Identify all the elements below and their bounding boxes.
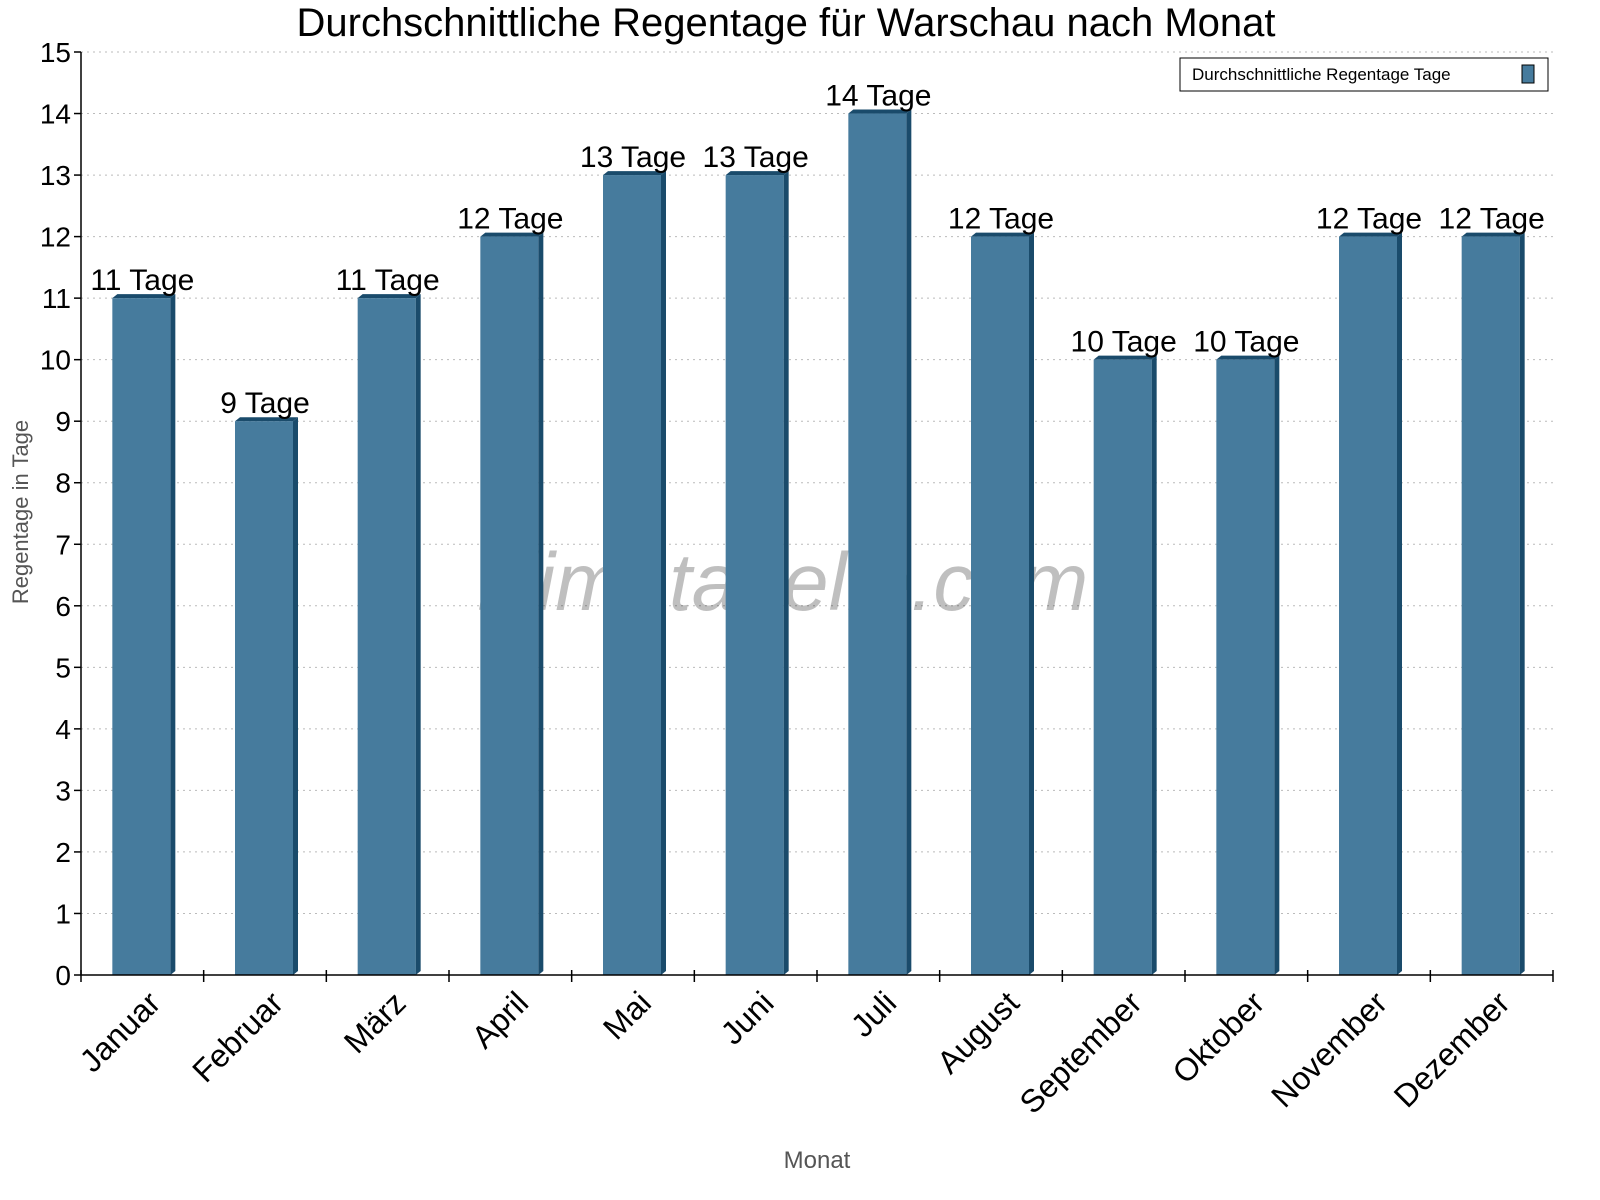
bar-top xyxy=(848,109,912,114)
x-tick-label: September xyxy=(1012,984,1148,1120)
y-tick-label: 2 xyxy=(55,837,71,868)
x-tick-label: April xyxy=(465,984,536,1055)
bar-side xyxy=(1151,355,1157,976)
bar xyxy=(357,298,416,976)
bar-side xyxy=(293,417,298,975)
x-tick-label: Februar xyxy=(185,984,290,1089)
bar-top xyxy=(235,417,298,422)
y-tick-label: 12 xyxy=(40,222,71,253)
bar-top xyxy=(112,294,176,299)
bar xyxy=(112,298,171,976)
bar xyxy=(1461,236,1520,976)
y-tick-label: 7 xyxy=(55,529,71,560)
bar xyxy=(848,113,907,976)
bar-top xyxy=(357,294,421,299)
y-tick-label: 11 xyxy=(42,283,71,314)
bar-side xyxy=(1519,232,1525,976)
y-tick-label: 5 xyxy=(55,652,71,683)
y-tick-label: 4 xyxy=(55,714,71,745)
data-label: 13 Tage xyxy=(703,141,809,174)
y-tick-label: 13 xyxy=(40,160,71,191)
chart-title: Durchschnittliche Regentage für Warschau… xyxy=(296,1,1275,45)
data-label: 14 Tage xyxy=(825,80,931,113)
bar xyxy=(235,421,293,975)
bar xyxy=(1339,236,1397,976)
bar-side xyxy=(1029,232,1034,976)
bar-side xyxy=(170,294,176,976)
bar-top xyxy=(971,232,1034,237)
bar-top xyxy=(1339,232,1402,237)
bar xyxy=(725,175,784,976)
x-tick-label: Juli xyxy=(844,984,903,1043)
legend-box xyxy=(1179,57,1549,92)
data-label: 10 Tage xyxy=(1071,326,1177,359)
y-tick-label: 15 xyxy=(40,37,71,68)
bar-side xyxy=(415,294,421,976)
data-label: 12 Tage xyxy=(1316,203,1422,236)
bar-top xyxy=(1216,355,1280,360)
y-tick-label: 14 xyxy=(40,99,71,130)
x-tick-label: November xyxy=(1264,984,1394,1114)
x-tick-label: Oktober xyxy=(1165,984,1271,1090)
x-tick-label: Mai xyxy=(596,984,658,1046)
bar xyxy=(1093,359,1152,976)
data-label: 10 Tage xyxy=(1193,326,1299,359)
legend-label: Durchschnittliche Regentage Tage xyxy=(1192,65,1451,84)
bar-side xyxy=(538,232,544,976)
bar xyxy=(1216,359,1275,976)
x-axis-label: Monat xyxy=(784,1147,851,1174)
data-label: 9 Tage xyxy=(220,387,310,420)
y-tick-label: 1 xyxy=(55,898,71,929)
grid-lines xyxy=(81,51,1553,914)
y-tick-label: 6 xyxy=(55,591,71,622)
x-tick-label: Dezember xyxy=(1387,984,1517,1114)
y-tick-label: 10 xyxy=(40,345,71,376)
bar-top xyxy=(480,232,544,237)
data-label: 12 Tage xyxy=(457,203,563,236)
data-label: 13 Tage xyxy=(580,141,686,174)
data-label: 12 Tage xyxy=(948,203,1054,236)
bars: 11 Tage 9 Tage 11 Tage 12 Tage 13 Tage 13 Tag… xyxy=(90,80,1545,976)
bar-side xyxy=(1397,232,1402,976)
legend: Durchschnittliche Regentage Tage xyxy=(1179,57,1549,92)
bar-side xyxy=(661,171,666,976)
bar-side xyxy=(906,109,912,976)
y-tick-label: 9 xyxy=(55,406,71,437)
legend-swatch xyxy=(1521,64,1535,84)
y-axis-label: Regentage in Tage xyxy=(8,420,33,604)
bar xyxy=(480,236,539,976)
y-tick-label: 8 xyxy=(55,468,71,499)
x-tick-label: Juni xyxy=(714,984,781,1051)
y-tick-label: 3 xyxy=(55,775,71,806)
bar-side xyxy=(1274,355,1280,976)
bar-side xyxy=(783,171,789,976)
bar-top xyxy=(1093,355,1157,360)
x-tick-label: Januar xyxy=(73,984,168,1079)
y-tick-label: 0 xyxy=(55,960,71,991)
x-tick-label: März xyxy=(337,984,413,1060)
bar-top xyxy=(725,171,789,176)
bar xyxy=(971,236,1029,976)
data-label: 11 Tage xyxy=(336,264,440,297)
bar-top xyxy=(603,171,666,176)
data-label: 11 Tage xyxy=(90,264,194,297)
bar-top xyxy=(1461,232,1525,237)
data-label: 12 Tage xyxy=(1439,203,1545,236)
x-tick-label: August xyxy=(930,984,1026,1080)
bar xyxy=(603,175,661,976)
